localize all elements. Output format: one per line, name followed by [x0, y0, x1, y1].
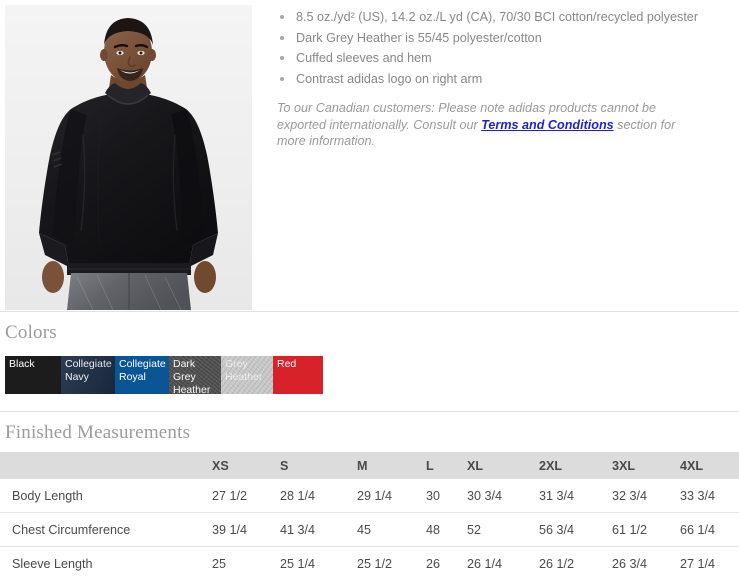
cell-m: 45	[357, 513, 426, 547]
cell-l: 48	[426, 513, 467, 547]
table-row: Sleeve Length 25 25 1/4 25 1/2 26 26 1/4…	[0, 547, 739, 580]
color-swatch-grey-heather[interactable]: Grey Heather	[221, 356, 273, 394]
color-swatch-label: Red	[277, 358, 322, 371]
color-swatch-black[interactable]: Black	[5, 356, 61, 394]
column-header-xs: XS	[212, 452, 280, 479]
color-swatch-label: Grey Heather	[225, 358, 272, 384]
cell-s: 25 1/4	[280, 547, 357, 580]
color-swatch-label: Collegiate Royal	[119, 358, 168, 384]
measurements-section: Finished Measurements XS S M L XL 2XL 3X…	[0, 412, 739, 580]
cell-3xl: 61 1/2	[612, 513, 680, 547]
cell-s: 41 3/4	[280, 513, 357, 547]
product-photo-image	[5, 5, 252, 310]
table-row: Chest Circumference 39 1/4 41 3/4 45 48 …	[0, 513, 739, 547]
cell-xs: 27 1/2	[212, 479, 280, 513]
color-swatch-red[interactable]: Red	[273, 356, 323, 394]
feature-item: Contrast adidas logo on right arm	[277, 72, 734, 88]
colors-section: Colors Black Collegiate Navy Collegiate …	[0, 312, 739, 394]
color-swatch-collegiate-navy[interactable]: Collegiate Navy	[61, 356, 115, 394]
cell-m: 29 1/4	[357, 479, 426, 513]
column-header-2xl: 2XL	[539, 452, 612, 479]
canadian-customers-note: To our Canadian customers: Please note a…	[277, 100, 677, 150]
measurements-table-wrap: XS S M L XL 2XL 3XL 4XL Body Length 27 1…	[0, 452, 739, 580]
row-label: Chest Circumference	[0, 513, 212, 547]
product-photo[interactable]	[5, 5, 252, 310]
product-overview-section: 8.5 oz./yd² (US), 14.2 oz./L yd (CA), 70…	[0, 0, 739, 311]
cell-3xl: 26 3/4	[612, 547, 680, 580]
cell-4xl: 33 3/4	[680, 479, 739, 513]
cell-2xl: 31 3/4	[539, 479, 612, 513]
table-row: Body Length 27 1/2 28 1/4 29 1/4 30 30 3…	[0, 479, 739, 513]
cell-xl: 52	[467, 513, 539, 547]
cell-xl: 26 1/4	[467, 547, 539, 580]
terms-and-conditions-link[interactable]: Terms and Conditions	[481, 118, 613, 132]
cell-s: 28 1/4	[280, 479, 357, 513]
feature-item: Dark Grey Heather is 55/45 polyester/cot…	[277, 31, 734, 47]
column-header-l: L	[426, 452, 467, 479]
color-swatch-label: Black	[9, 358, 60, 371]
table-header-row: XS S M L XL 2XL 3XL 4XL	[0, 452, 739, 479]
column-header-4xl: 4XL	[680, 452, 739, 479]
color-swatch-row: Black Collegiate Navy Collegiate Royal D…	[5, 356, 315, 394]
measurements-heading: Finished Measurements	[0, 412, 739, 444]
cell-4xl: 27 1/4	[680, 547, 739, 580]
color-swatch-label: Collegiate Navy	[65, 358, 114, 384]
feature-item: Cuffed sleeves and hem	[277, 51, 734, 67]
feature-item: 8.5 oz./yd² (US), 14.2 oz./L yd (CA), 70…	[277, 10, 734, 26]
colors-heading: Colors	[0, 312, 739, 344]
cell-xs: 39 1/4	[212, 513, 280, 547]
cell-m: 25 1/2	[357, 547, 426, 580]
cell-l: 30	[426, 479, 467, 513]
cell-xl: 30 3/4	[467, 479, 539, 513]
column-header-3xl: 3XL	[612, 452, 680, 479]
cell-2xl: 26 1/2	[539, 547, 612, 580]
measurements-table: XS S M L XL 2XL 3XL 4XL Body Length 27 1…	[0, 452, 739, 580]
feature-bullet-list: 8.5 oz./yd² (US), 14.2 oz./L yd (CA), 70…	[277, 10, 734, 87]
column-header-name	[0, 452, 212, 479]
feature-details: 8.5 oz./yd² (US), 14.2 oz./L yd (CA), 70…	[252, 0, 739, 150]
cell-4xl: 66 1/4	[680, 513, 739, 547]
cell-3xl: 32 3/4	[612, 479, 680, 513]
column-header-m: M	[357, 452, 426, 479]
cell-2xl: 56 3/4	[539, 513, 612, 547]
measurements-table-head: XS S M L XL 2XL 3XL 4XL	[0, 452, 739, 479]
cell-l: 26	[426, 547, 467, 580]
measurements-table-body: Body Length 27 1/2 28 1/4 29 1/4 30 30 3…	[0, 479, 739, 580]
color-swatch-collegiate-royal[interactable]: Collegiate Royal	[115, 356, 169, 394]
column-header-s: S	[280, 452, 357, 479]
row-label: Sleeve Length	[0, 547, 212, 580]
row-label: Body Length	[0, 479, 212, 513]
cell-xs: 25	[212, 547, 280, 580]
color-swatch-dark-grey-heather[interactable]: Dark Grey Heather	[169, 356, 221, 394]
color-swatch-label: Dark Grey Heather	[173, 358, 220, 394]
column-header-xl: XL	[467, 452, 539, 479]
